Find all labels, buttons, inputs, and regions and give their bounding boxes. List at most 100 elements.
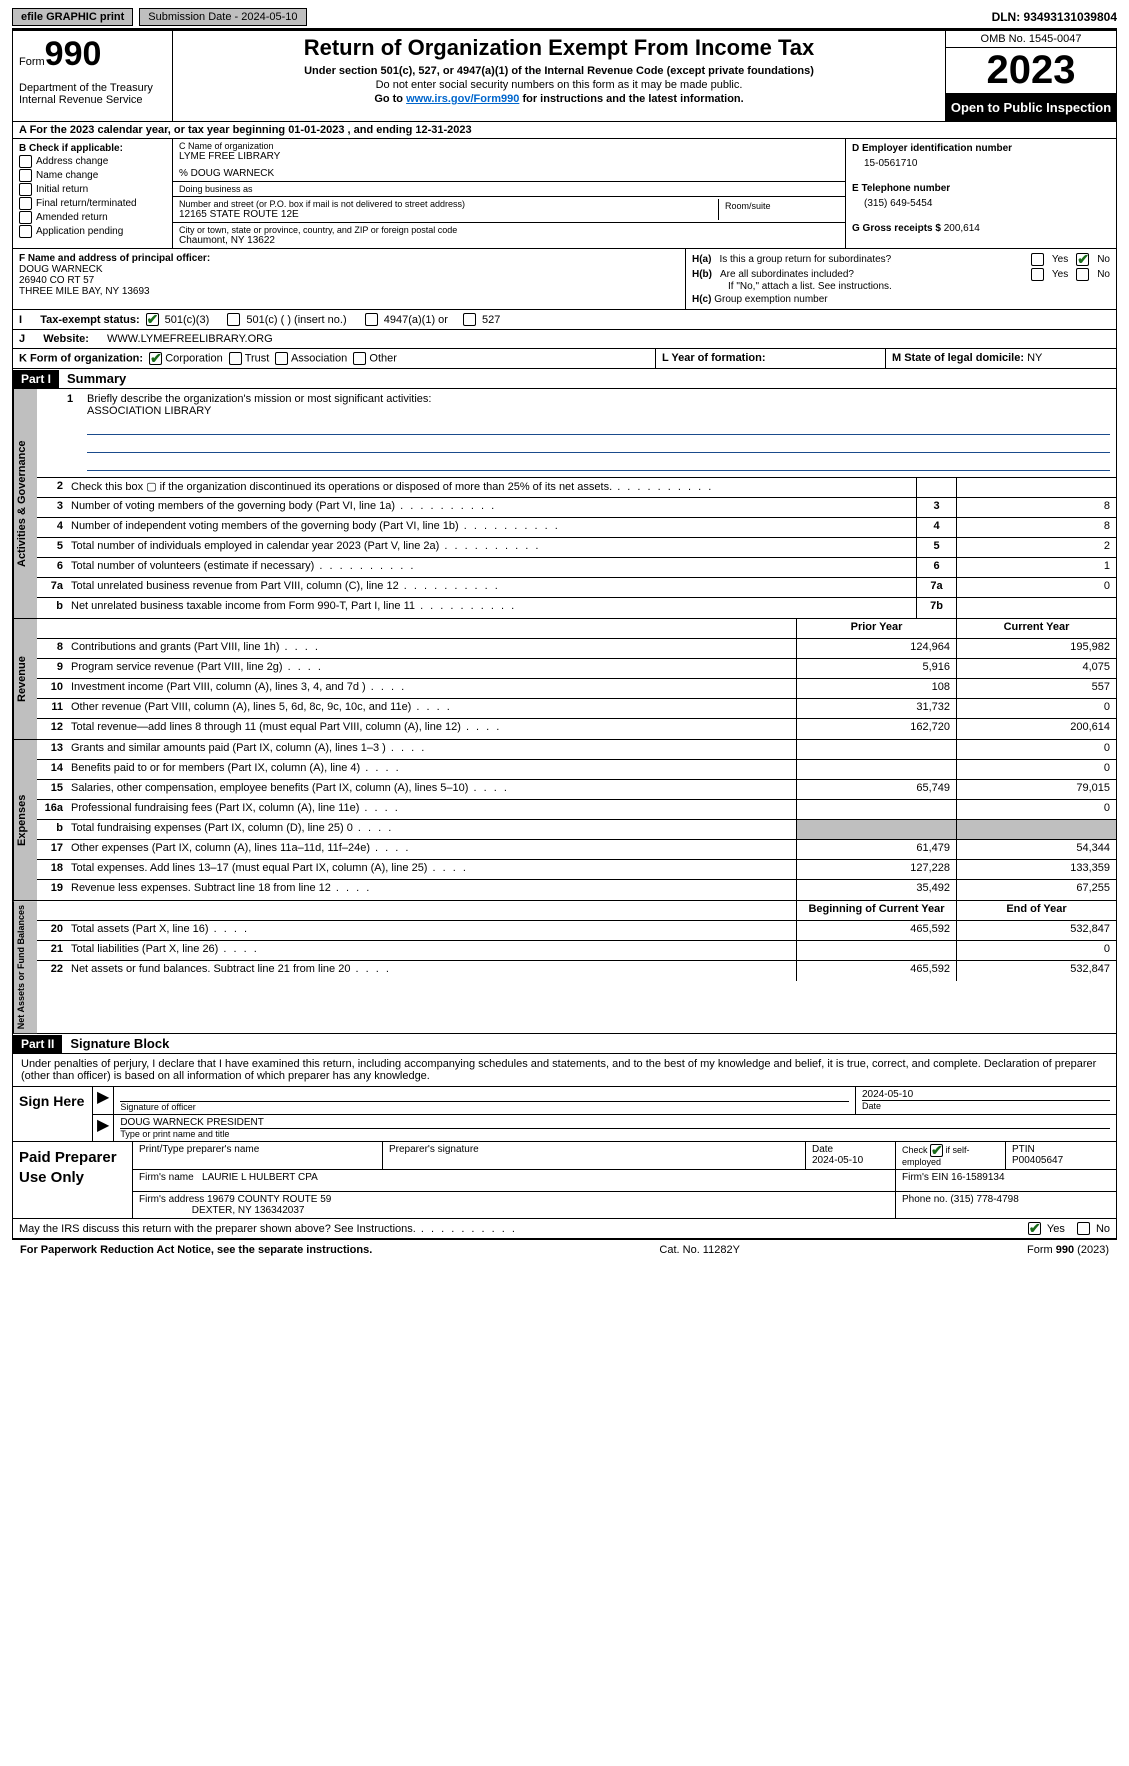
table-row: 4 Number of independent voting members o…	[37, 518, 1116, 538]
part1-label: Part I	[13, 370, 59, 388]
table-row: 14 Benefits paid to or for members (Part…	[37, 760, 1116, 780]
chk-name-change[interactable]	[19, 169, 32, 182]
chk-ha-no[interactable]	[1076, 253, 1089, 266]
dba-label: Doing business as	[179, 184, 839, 194]
form-num: 990	[45, 35, 102, 73]
table-row: 20 Total assets (Part X, line 16) 465,59…	[37, 921, 1116, 941]
chk-527[interactable]	[463, 313, 476, 326]
current-year-value: 0	[956, 699, 1116, 718]
prior-year-value: 465,592	[796, 921, 956, 940]
year-formation-label: L Year of formation:	[662, 352, 766, 364]
line-box: 7a	[916, 578, 956, 597]
chk-hb-no[interactable]	[1076, 268, 1089, 281]
irs-link[interactable]: www.irs.gov/Form990	[406, 93, 519, 105]
firm-name: LAURIE L HULBERT CPA	[202, 1172, 318, 1183]
goto-line: Go to www.irs.gov/Form990 for instructio…	[179, 93, 939, 105]
officer-addr1: 26940 CO RT 57	[19, 275, 94, 286]
firm-ein: 16-1589134	[951, 1172, 1004, 1183]
current-year-value: 0	[956, 740, 1116, 759]
line-desc: Number of independent voting members of …	[67, 518, 916, 537]
domicile-value: NY	[1027, 352, 1042, 364]
footer-center: Cat. No. 11282Y	[659, 1244, 740, 1256]
line-desc: Total revenue—add lines 8 through 11 (mu…	[67, 719, 796, 739]
chk-app-pending[interactable]	[19, 225, 32, 238]
line-num: 21	[37, 941, 67, 960]
chk-final-return[interactable]	[19, 197, 32, 210]
line-desc: Total fundraising expenses (Part IX, col…	[67, 820, 796, 839]
chk-address-change[interactable]	[19, 155, 32, 168]
chk-assoc[interactable]	[275, 352, 288, 365]
prep-date: 2024-05-10	[812, 1155, 863, 1166]
chk-hb-yes[interactable]	[1031, 268, 1044, 281]
lbl-initial-return: Initial return	[36, 184, 88, 195]
form-prefix: Form	[19, 56, 45, 68]
hb-text: Are all subordinates included?	[720, 269, 1023, 280]
line-num: 16a	[37, 800, 67, 819]
tel-value: (315) 649-5454	[864, 198, 1110, 209]
firm-phone-label: Phone no.	[902, 1194, 948, 1205]
col-c-org-info: C Name of organization LYME FREE LIBRARY…	[173, 139, 846, 248]
line-desc: Number of voting members of the governin…	[67, 498, 916, 517]
line-desc: Professional fundraising fees (Part IX, …	[67, 800, 796, 819]
current-year-value: 0	[956, 800, 1116, 819]
current-year-value	[956, 820, 1116, 839]
form-990-page: efile GRAPHIC print Submission Date - 20…	[0, 0, 1129, 1268]
prior-year-value	[796, 740, 956, 759]
sig-officer-label: Signature of officer	[120, 1101, 849, 1112]
line-desc: Program service revenue (Part VIII, line…	[67, 659, 796, 678]
opt-other: Other	[369, 352, 397, 364]
line-desc: Other expenses (Part IX, column (A), lin…	[67, 840, 796, 859]
paid-preparer-label: Paid Preparer Use Only	[13, 1142, 133, 1218]
row-k-form-org: K Form of organization: Corporation Trus…	[12, 349, 1117, 369]
chk-initial-return[interactable]	[19, 183, 32, 196]
footer-left: For Paperwork Reduction Act Notice, see …	[20, 1244, 372, 1256]
lbl-app-pending: Application pending	[36, 226, 123, 237]
line-num: 18	[37, 860, 67, 879]
chk-discuss-yes[interactable]	[1028, 1222, 1041, 1235]
line-value	[956, 598, 1116, 618]
chk-501c[interactable]	[227, 313, 240, 326]
chk-self-employed[interactable]	[930, 1144, 943, 1157]
line-num: 11	[37, 699, 67, 718]
hc-text: Group exemption number	[714, 294, 827, 305]
current-year-value: 79,015	[956, 780, 1116, 799]
vtab-revenue: Revenue	[13, 619, 37, 739]
table-row: 17 Other expenses (Part IX, column (A), …	[37, 840, 1116, 860]
line-num: 7a	[37, 578, 67, 597]
chk-other[interactable]	[353, 352, 366, 365]
table-row: 21 Total liabilities (Part X, line 26) 0	[37, 941, 1116, 961]
line-desc: Total liabilities (Part X, line 26)	[67, 941, 796, 960]
line-desc: Check this box ▢ if the organization dis…	[67, 478, 916, 497]
efile-print-button[interactable]: efile GRAPHIC print	[12, 8, 133, 26]
table-row: 6 Total number of volunteers (estimate i…	[37, 558, 1116, 578]
line-desc: Total assets (Part X, line 16)	[67, 921, 796, 940]
arrow-icon: ▶	[93, 1087, 114, 1114]
submission-date-button[interactable]: Submission Date - 2024-05-10	[139, 8, 306, 26]
chk-corp[interactable]	[149, 352, 162, 365]
line-num: 13	[37, 740, 67, 759]
table-row: 18 Total expenses. Add lines 13–17 (must…	[37, 860, 1116, 880]
chk-4947[interactable]	[365, 313, 378, 326]
prior-year-value	[796, 760, 956, 779]
part1-header: Part I Summary	[12, 369, 1117, 389]
tel-label: E Telephone number	[852, 183, 1110, 194]
prior-year-value: 61,479	[796, 840, 956, 859]
chk-ha-yes[interactable]	[1031, 253, 1044, 266]
line-num: 3	[37, 498, 67, 517]
tax-year: 2023	[946, 48, 1116, 94]
lbl-address-change: Address change	[36, 156, 108, 167]
table-row: 10 Investment income (Part VIII, column …	[37, 679, 1116, 699]
city-label: City or town, state or province, country…	[179, 225, 839, 235]
chk-trust[interactable]	[229, 352, 242, 365]
current-year-value: 200,614	[956, 719, 1116, 739]
chk-501c3[interactable]	[146, 313, 159, 326]
line-box: 4	[916, 518, 956, 537]
chk-amended[interactable]	[19, 211, 32, 224]
header-left: Form990 Department of the Treasury Inter…	[13, 31, 173, 121]
chk-discuss-no[interactable]	[1077, 1222, 1090, 1235]
part2-title: Signature Block	[62, 1034, 177, 1053]
prior-year-value: 5,916	[796, 659, 956, 678]
col-d-ein: D Employer identification number 15-0561…	[846, 139, 1116, 248]
table-row: b Net unrelated business taxable income …	[37, 598, 1116, 618]
table-row: 11 Other revenue (Part VIII, column (A),…	[37, 699, 1116, 719]
